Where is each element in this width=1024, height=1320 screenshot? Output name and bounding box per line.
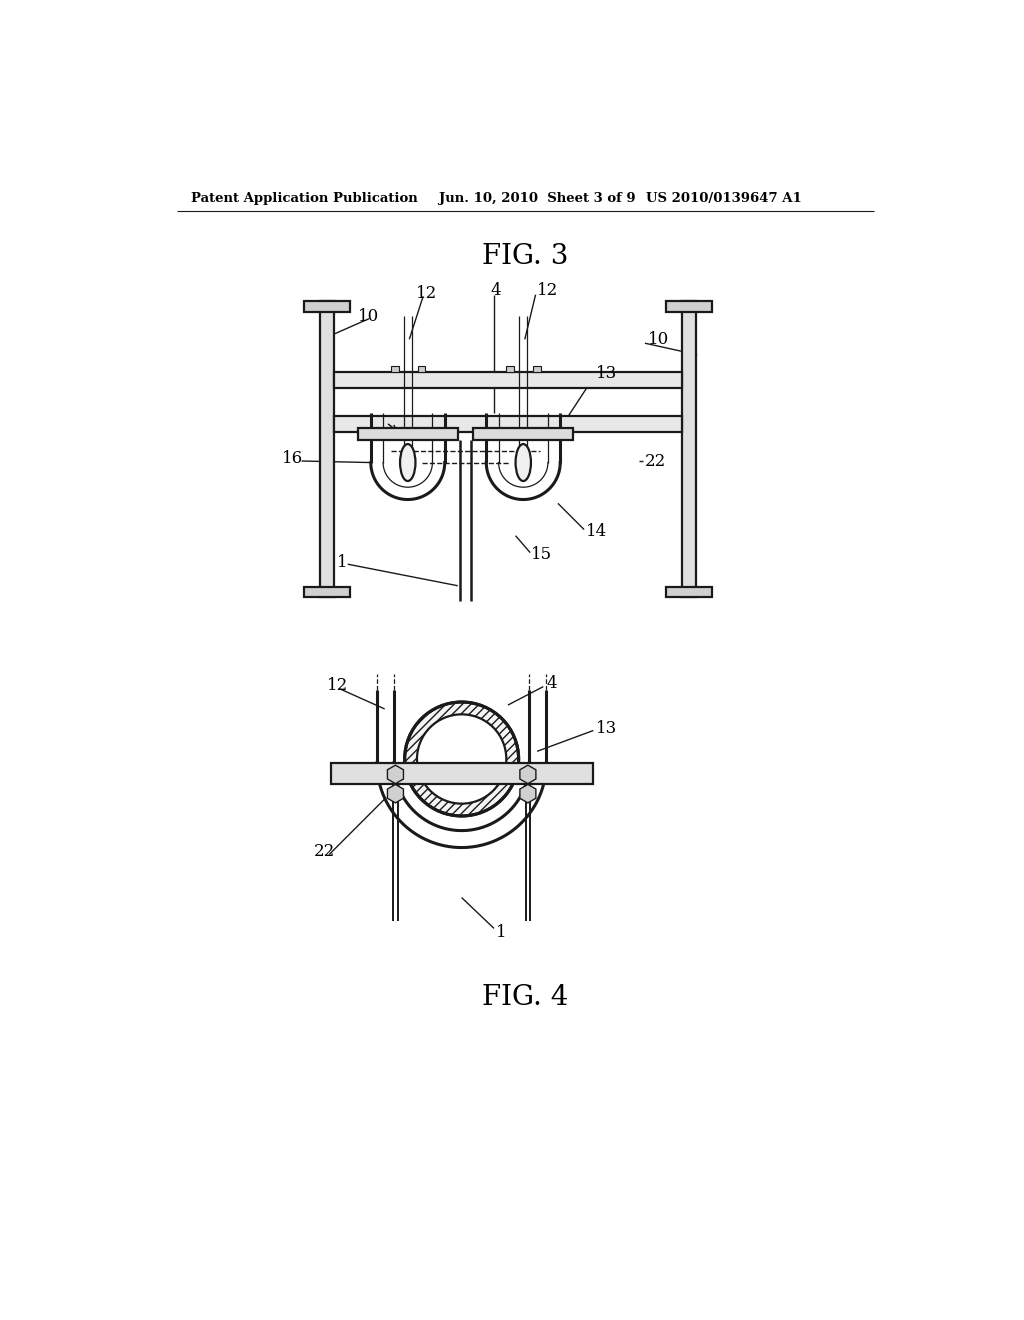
Text: 13: 13 — [596, 366, 617, 383]
Bar — [534, 432, 541, 438]
Bar — [534, 367, 541, 372]
Bar — [357, 428, 458, 441]
Circle shape — [404, 702, 518, 816]
Text: 1: 1 — [497, 924, 507, 941]
Bar — [334, 372, 682, 388]
Text: 10: 10 — [357, 308, 379, 325]
Bar — [304, 586, 350, 598]
Bar — [319, 301, 334, 598]
Text: US 2010/0139647 A1: US 2010/0139647 A1 — [646, 191, 802, 205]
Bar — [682, 301, 695, 598]
Text: Patent Application Publication: Patent Application Publication — [190, 191, 418, 205]
Bar — [666, 301, 712, 312]
Text: 12: 12 — [538, 282, 558, 300]
Text: FIG. 3: FIG. 3 — [481, 243, 568, 271]
Text: 4: 4 — [547, 675, 557, 692]
Text: 14: 14 — [587, 523, 607, 540]
Text: 10: 10 — [648, 331, 670, 348]
Bar — [666, 586, 712, 598]
Bar — [334, 416, 682, 432]
Bar — [304, 301, 350, 312]
Bar — [391, 367, 398, 372]
Text: 15: 15 — [531, 546, 552, 564]
Bar — [331, 763, 593, 784]
Bar — [418, 432, 425, 438]
Text: 4: 4 — [490, 282, 502, 300]
Text: 22: 22 — [313, 843, 335, 859]
Bar — [506, 367, 514, 372]
Text: 22: 22 — [645, 453, 667, 470]
Text: 12: 12 — [416, 285, 436, 302]
Circle shape — [417, 714, 506, 804]
Ellipse shape — [515, 444, 531, 480]
Ellipse shape — [400, 444, 416, 480]
Text: 13: 13 — [596, 719, 617, 737]
Text: 12: 12 — [327, 677, 348, 694]
Text: Jun. 10, 2010  Sheet 3 of 9: Jun. 10, 2010 Sheet 3 of 9 — [438, 191, 635, 205]
Text: 1: 1 — [337, 554, 347, 572]
Bar — [418, 367, 425, 372]
Text: 16: 16 — [282, 450, 303, 467]
Bar — [506, 432, 514, 438]
Text: FIG. 4: FIG. 4 — [481, 985, 568, 1011]
Bar — [391, 432, 398, 438]
Bar — [473, 428, 573, 441]
